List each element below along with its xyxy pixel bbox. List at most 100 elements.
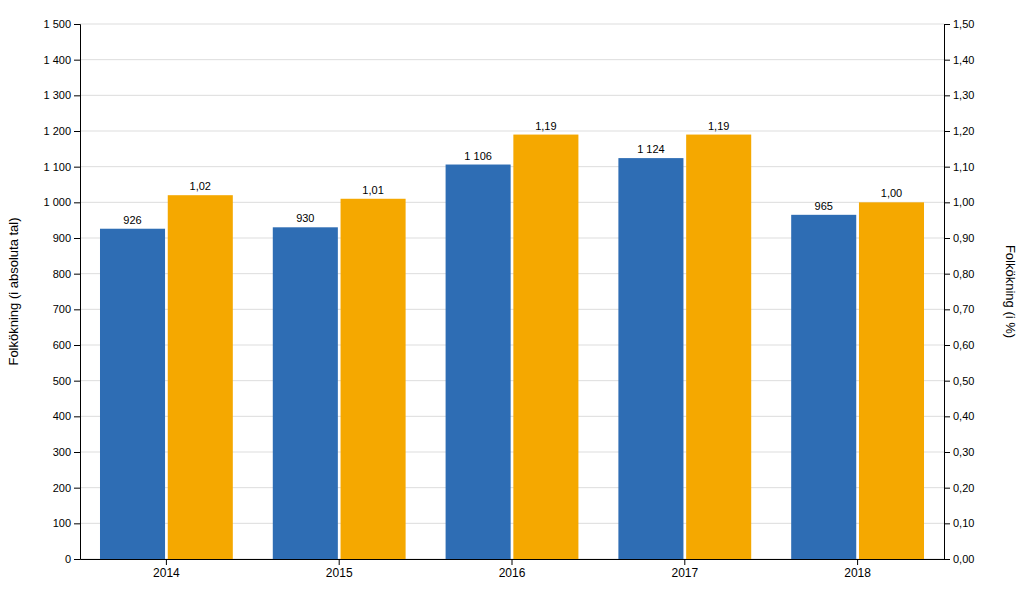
tick-label: 1,00 xyxy=(953,196,974,208)
tick-mark xyxy=(944,95,950,96)
data-label: 926 xyxy=(123,214,141,226)
tick: 0,80 xyxy=(944,268,974,280)
tick: 2017 xyxy=(671,559,698,580)
tick-label: 2015 xyxy=(326,566,353,580)
tick-mark xyxy=(684,559,685,565)
tick-label: 0,90 xyxy=(953,232,974,244)
tick-label: 0,60 xyxy=(953,339,974,351)
tick: 0,00 xyxy=(944,553,974,565)
tick-label: 0,80 xyxy=(953,268,974,280)
data-label: 1,01 xyxy=(362,184,383,196)
tick-mark xyxy=(944,167,950,168)
tick: 1 000 xyxy=(43,196,80,208)
plot-area: 9269301 1061 1249651,021,011,191,191,002… xyxy=(43,18,974,580)
tick-mark xyxy=(339,559,340,565)
chart: 9269301 1061 1249651,021,011,191,191,002… xyxy=(0,0,1024,599)
tick-label: 100 xyxy=(53,517,71,529)
axis-line xyxy=(74,25,81,560)
grid-line xyxy=(80,166,944,167)
tick-label: 0,10 xyxy=(953,517,974,529)
tick: 0,90 xyxy=(944,232,974,244)
tick: 400 xyxy=(53,410,80,422)
bars xyxy=(100,135,924,559)
tick-mark xyxy=(74,24,80,25)
tick-mark xyxy=(944,452,950,453)
tick: 2018 xyxy=(844,559,871,580)
tick: 1,20 xyxy=(944,125,974,137)
tick-mark xyxy=(944,416,950,417)
tick-label: 1 200 xyxy=(43,125,71,137)
grid-line xyxy=(80,24,944,25)
tick: 800 xyxy=(53,268,80,280)
bar xyxy=(446,165,511,559)
tick-label: 800 xyxy=(53,268,71,280)
tick-label: 600 xyxy=(53,339,71,351)
tick-label: 2014 xyxy=(153,566,180,580)
tick-label: 0,20 xyxy=(953,482,974,494)
tick: 0,40 xyxy=(944,410,974,422)
bar xyxy=(341,199,406,559)
tick-mark xyxy=(74,309,80,310)
tick-mark xyxy=(74,95,80,96)
tick: 1 300 xyxy=(43,89,80,101)
tick: 700 xyxy=(53,303,80,315)
tick-mark xyxy=(74,60,80,61)
data-label: 1 124 xyxy=(637,143,665,155)
tick-mark xyxy=(512,559,513,565)
tick: 2015 xyxy=(326,559,353,580)
data-label: 1 106 xyxy=(464,150,492,162)
tick-mark xyxy=(74,131,80,132)
tick-mark xyxy=(74,416,80,417)
tick: 0,10 xyxy=(944,517,974,529)
tick-mark xyxy=(944,309,950,310)
tick-mark xyxy=(944,131,950,132)
y-axis: 0 100 200 300 400 500 600 700 800 900 1 000 1 100 1 … xyxy=(43,18,80,565)
tick-label: 1 500 xyxy=(43,18,71,30)
tick: 1,30 xyxy=(944,89,974,101)
bar xyxy=(513,135,578,559)
tick: 1,50 xyxy=(944,18,974,30)
tick: 600 xyxy=(53,339,80,351)
grid-line xyxy=(80,95,944,96)
bar xyxy=(618,158,683,559)
tick-label: 0 xyxy=(65,553,71,565)
axis-line xyxy=(945,25,951,560)
tick-mark xyxy=(74,381,80,382)
tick-mark xyxy=(166,559,167,565)
y-axis-title: Folkökning (i absoluta tal) xyxy=(6,217,21,365)
data-labels: 9269301 1061 1249651,021,011,191,191,00 xyxy=(123,120,902,226)
y2-axis: 0,000,100,200,300,400,500,600,700,800,90… xyxy=(944,18,974,565)
x-axis: 2014 2015 2016 2017 2018 xyxy=(81,559,945,580)
tick-label: 700 xyxy=(53,303,71,315)
tick-label: 0,50 xyxy=(953,375,974,387)
tick: 300 xyxy=(53,446,80,458)
tick: 0,70 xyxy=(944,303,974,315)
tick-label: 1,30 xyxy=(953,89,974,101)
tick-mark xyxy=(74,452,80,453)
tick: 1 100 xyxy=(43,161,80,173)
tick-mark xyxy=(74,238,80,239)
tick: 1 500 xyxy=(43,18,80,30)
tick: 2016 xyxy=(499,559,526,580)
tick: 1 400 xyxy=(43,54,80,66)
tick: 0,50 xyxy=(944,375,974,387)
bar xyxy=(168,195,233,559)
tick-mark xyxy=(857,559,858,565)
tick-label: 1,10 xyxy=(953,161,974,173)
tick-mark xyxy=(74,559,80,560)
tick-mark xyxy=(74,167,80,168)
tick-mark xyxy=(944,202,950,203)
tick: 2014 xyxy=(153,559,180,580)
tick-label: 2018 xyxy=(844,566,871,580)
grid xyxy=(80,24,944,559)
bar xyxy=(273,227,338,559)
tick: 900 xyxy=(53,232,80,244)
tick-label: 1,20 xyxy=(953,125,974,137)
tick-label: 1,50 xyxy=(953,18,974,30)
tick-mark xyxy=(944,274,950,275)
tick: 500 xyxy=(53,375,80,387)
tick-label: 500 xyxy=(53,375,71,387)
tick-label: 200 xyxy=(53,482,71,494)
tick-mark xyxy=(944,60,950,61)
grid-line xyxy=(80,59,944,60)
